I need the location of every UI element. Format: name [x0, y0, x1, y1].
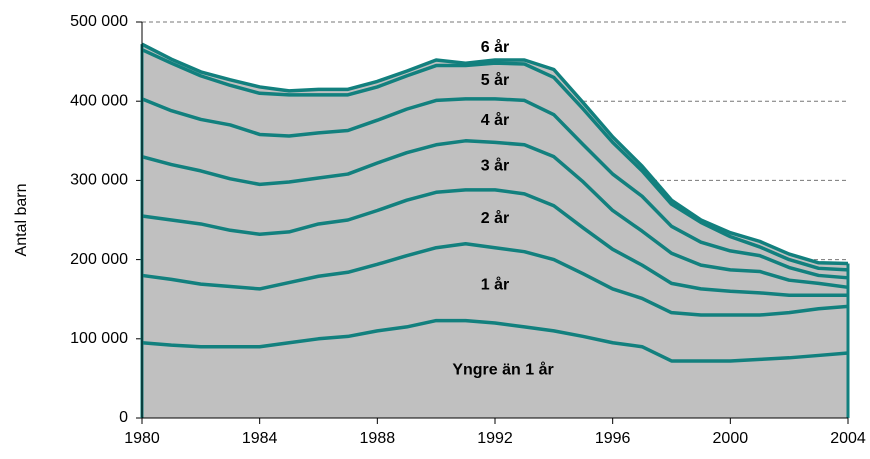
x-tick-label: 1980 [124, 430, 160, 447]
series-line [141, 318, 849, 363]
x-tick-label: 1988 [360, 430, 396, 447]
y-tick-label: 200 000 [70, 251, 128, 268]
y-axis-label: Antal barn [13, 184, 30, 257]
x-tick-label: 1984 [242, 430, 278, 447]
y-tick-label: 100 000 [70, 330, 128, 347]
series-line [141, 139, 849, 290]
y-tick-label: 0 [119, 409, 128, 426]
series-label: 3 år [481, 156, 509, 174]
series-label: Yngre än 1 år [452, 361, 553, 379]
series-label: 6 år [481, 38, 509, 56]
x-tick-label: 2000 [713, 430, 749, 447]
series-label: 1 år [481, 276, 509, 294]
x-tick-label: 2004 [830, 430, 866, 447]
x-tick-label: 1992 [477, 430, 513, 447]
series-label: 5 år [481, 71, 509, 89]
x-tick-label: 1996 [595, 430, 631, 447]
series-line [141, 188, 848, 297]
y-tick-label: 500 000 [70, 13, 128, 30]
series-line [141, 48, 849, 272]
series-label: 4 år [481, 111, 509, 129]
series-label: 2 år [481, 209, 509, 227]
series-line [141, 42, 849, 266]
y-tick-label: 400 000 [70, 92, 128, 109]
series-line [141, 242, 849, 317]
series-line [141, 97, 849, 280]
y-tick-label: 300 000 [70, 172, 128, 189]
